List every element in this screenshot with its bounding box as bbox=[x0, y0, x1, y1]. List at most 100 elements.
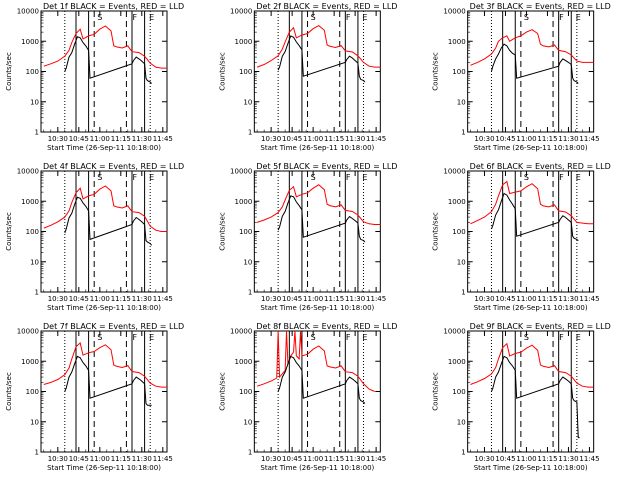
y-tick-label: 10 bbox=[457, 98, 466, 106]
x-axis-label: Start Time (26-Sep-11 10:18:00) bbox=[474, 144, 588, 152]
x-tick-label: 11:30 bbox=[558, 455, 578, 463]
annotation-f: F bbox=[132, 13, 137, 22]
panel-title: Det 4f BLACK = Events, RED = LLD bbox=[43, 162, 184, 171]
plot-frame bbox=[467, 330, 595, 453]
x-axis-label: Start Time (26-Sep-11 10:18:00) bbox=[474, 464, 588, 472]
annotation-f: F bbox=[346, 333, 351, 342]
series-events-line bbox=[277, 35, 366, 83]
annotation-s: S bbox=[97, 173, 102, 182]
series-events-line bbox=[277, 355, 366, 404]
x-axis-label: Start Time (26-Sep-11 10:18:00) bbox=[474, 304, 588, 312]
plot-frame bbox=[40, 10, 168, 133]
annotation-e: E bbox=[576, 173, 581, 182]
y-tick-label: 10000 bbox=[17, 8, 39, 16]
x-tick-label: 10:30 bbox=[474, 455, 494, 463]
x-tick-label: 10:45 bbox=[69, 135, 89, 143]
x-tick-label: 11:15 bbox=[111, 135, 131, 143]
x-tick-label: 10:45 bbox=[495, 455, 515, 463]
annotation-f: F bbox=[559, 173, 564, 182]
x-tick-label: 10:30 bbox=[261, 455, 281, 463]
annotation-f: F bbox=[559, 13, 564, 22]
panel-title: Det 5f BLACK = Events, RED = LLD bbox=[256, 162, 397, 171]
annotation-f: F bbox=[132, 333, 137, 342]
x-tick-label: 11:30 bbox=[132, 295, 152, 303]
x-tick-label: 11:30 bbox=[132, 135, 152, 143]
annotation-e: E bbox=[576, 13, 581, 22]
panel-title: Det 6f BLACK = Events, RED = LLD bbox=[470, 162, 611, 171]
y-tick-label: 1 bbox=[35, 449, 39, 457]
y-tick-label: 100 bbox=[452, 68, 465, 76]
series-lld-line bbox=[470, 180, 594, 225]
plot-frame bbox=[467, 10, 595, 133]
series-lld-line bbox=[470, 29, 594, 66]
y-tick-label: 100 bbox=[452, 228, 465, 236]
plot-frame bbox=[40, 170, 168, 293]
annotation-s: S bbox=[97, 13, 102, 22]
x-tick-label: 11:30 bbox=[132, 455, 152, 463]
x-tick-label: 11:30 bbox=[345, 135, 365, 143]
y-tick-label: 1000 bbox=[448, 38, 466, 46]
y-tick-label: 100 bbox=[26, 388, 39, 396]
x-tick-label: 11:45 bbox=[366, 135, 386, 143]
x-tick-label: 11:00 bbox=[90, 135, 110, 143]
panel-det-8: Det 8f BLACK = Events, RED = LLD 1 10 100 10… bbox=[218, 322, 397, 472]
panel-title: Det 3f BLACK = Events, RED = LLD bbox=[470, 2, 611, 11]
x-tick-label: 11:45 bbox=[366, 295, 386, 303]
series-lld-line bbox=[43, 185, 167, 232]
x-tick-label: 11:45 bbox=[366, 455, 386, 463]
x-tick-label: 11:45 bbox=[153, 135, 173, 143]
x-tick-label: 11:45 bbox=[579, 295, 599, 303]
x-tick-label: 11:00 bbox=[90, 455, 110, 463]
y-axis-label: Counts/sec bbox=[218, 212, 226, 251]
series-events-line bbox=[277, 195, 366, 243]
x-axis-label: Start Time (26-Sep-11 10:18:00) bbox=[47, 144, 161, 152]
annotation-e: E bbox=[362, 13, 367, 22]
y-tick-label: 1000 bbox=[235, 358, 253, 366]
y-tick-label: 1 bbox=[461, 289, 465, 297]
x-axis-label: Start Time (26-Sep-11 10:18:00) bbox=[260, 464, 374, 472]
x-tick-label: 11:15 bbox=[537, 295, 557, 303]
y-tick-label: 1 bbox=[461, 449, 465, 457]
annotation-s: S bbox=[524, 13, 529, 22]
annotation-f: F bbox=[346, 13, 351, 22]
y-tick-label: 100 bbox=[26, 68, 39, 76]
y-tick-label: 1000 bbox=[448, 358, 466, 366]
y-tick-label: 100 bbox=[239, 228, 252, 236]
x-tick-label: 11:30 bbox=[345, 455, 365, 463]
x-tick-label: 10:45 bbox=[69, 455, 89, 463]
x-tick-label: 10:45 bbox=[282, 135, 302, 143]
annotation-f: F bbox=[559, 333, 564, 342]
plot-frame bbox=[253, 330, 381, 453]
series-events-line bbox=[64, 36, 152, 84]
y-tick-label: 1000 bbox=[21, 358, 39, 366]
x-tick-label: 10:45 bbox=[282, 455, 302, 463]
annotation-e: E bbox=[149, 13, 154, 22]
x-tick-label: 11:15 bbox=[111, 455, 131, 463]
x-tick-label: 11:30 bbox=[558, 295, 578, 303]
x-tick-label: 11:00 bbox=[303, 135, 323, 143]
y-axis-label: Counts/sec bbox=[218, 372, 226, 411]
annotation-s: S bbox=[97, 333, 102, 342]
panel-det-3: Det 3f BLACK = Events, RED = LLD 1 10 100 10… bbox=[432, 2, 611, 152]
y-tick-label: 10000 bbox=[17, 168, 39, 176]
panel-title: Det 1f BLACK = Events, RED = LLD bbox=[43, 2, 184, 11]
annotation-e: E bbox=[362, 173, 367, 182]
y-tick-label: 10000 bbox=[230, 168, 252, 176]
y-axis-label: Counts/sec bbox=[432, 372, 440, 411]
annotation-e: E bbox=[149, 173, 154, 182]
panel-det-2: Det 2f BLACK = Events, RED = LLD 1 10 100 10… bbox=[218, 2, 397, 152]
y-tick-label: 10000 bbox=[230, 328, 252, 336]
x-tick-label: 10:30 bbox=[261, 135, 281, 143]
annotation-f: F bbox=[132, 173, 137, 182]
annotation-f: F bbox=[346, 173, 351, 182]
y-tick-label: 10000 bbox=[17, 328, 39, 336]
x-tick-label: 10:30 bbox=[48, 135, 68, 143]
y-tick-label: 10000 bbox=[443, 168, 465, 176]
x-tick-label: 10:30 bbox=[48, 295, 68, 303]
panel-det-5: Det 5f BLACK = Events, RED = LLD 1 10 100 10… bbox=[218, 162, 397, 312]
annotation-s: S bbox=[311, 333, 316, 342]
y-tick-label: 10 bbox=[243, 98, 252, 106]
series-events-line bbox=[64, 196, 152, 246]
x-axis-label: Start Time (26-Sep-11 10:18:00) bbox=[47, 464, 161, 472]
series-events-line bbox=[490, 355, 580, 439]
